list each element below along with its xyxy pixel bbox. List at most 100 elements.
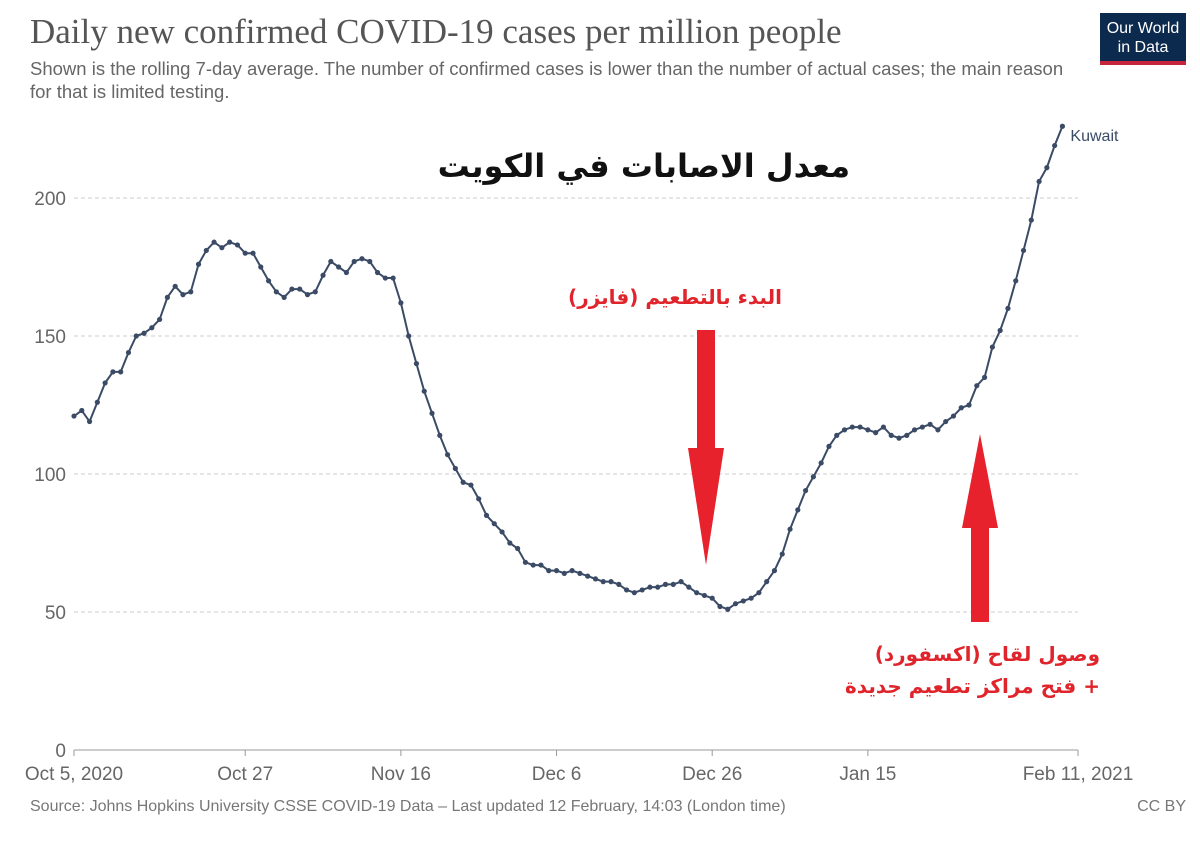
- data-point: [950, 413, 957, 419]
- data-point: [188, 289, 194, 295]
- data-point: [437, 432, 443, 438]
- data-point: [203, 247, 209, 254]
- data-point: [483, 512, 490, 519]
- data-point: [779, 551, 785, 557]
- data-point: [694, 590, 700, 596]
- data-point: [406, 333, 412, 339]
- y-tick-label: 50: [45, 603, 66, 624]
- data-point: [647, 584, 653, 590]
- data-point: [195, 261, 202, 267]
- data-point: [849, 424, 855, 430]
- data-point: [149, 325, 155, 331]
- data-point: [118, 369, 124, 375]
- data-point: [803, 487, 809, 494]
- data-point: [561, 570, 567, 576]
- data-point: [787, 526, 793, 532]
- data-point: [367, 258, 373, 265]
- data-point: [351, 258, 357, 265]
- data-point: [94, 399, 100, 405]
- y-tick-label: 100: [34, 465, 66, 486]
- data-point: [974, 383, 980, 389]
- data-point: [320, 272, 326, 278]
- data-point: [943, 418, 949, 425]
- data-point: [328, 258, 334, 265]
- y-tick-label: 0: [55, 741, 66, 762]
- x-tick-label: Oct 5, 2020: [25, 764, 123, 785]
- data-point: [336, 264, 342, 270]
- data-point: [421, 388, 427, 394]
- data-point: [133, 333, 139, 339]
- data-point: [888, 432, 894, 438]
- data-point: [857, 424, 863, 430]
- data-point: [460, 479, 466, 485]
- data-point: [382, 275, 388, 281]
- data-point: [997, 327, 1003, 334]
- data-point: [71, 413, 77, 419]
- owid-logo[interactable]: Our World in Data: [1100, 13, 1186, 65]
- x-tick-label: Dec 26: [682, 764, 742, 785]
- series-line: [73, 125, 1064, 611]
- data-point: [818, 460, 824, 466]
- data-point: [732, 601, 739, 607]
- data-point: [242, 250, 248, 256]
- x-tick-label: Oct 27: [217, 764, 273, 785]
- footer-license[interactable]: CC BY: [1137, 798, 1186, 815]
- data-point: [374, 269, 381, 276]
- data-point: [764, 579, 770, 585]
- data-point: [125, 349, 132, 356]
- data-point: [265, 278, 272, 284]
- annotation-oxford: وصول لقاح (اكسفورد) + فتح مراكز تطعيم جد…: [840, 638, 1100, 702]
- data-point: [1044, 165, 1050, 171]
- chart-subtitle: Shown is the rolling 7-day average. The …: [30, 58, 1064, 102]
- data-point: [172, 283, 178, 289]
- logo-line-1: Our World: [1106, 20, 1180, 37]
- annotation-oxford-line-1: وصول لقاح (اكسفورد): [874, 642, 1100, 666]
- data-point: [499, 529, 505, 535]
- data-point: [701, 592, 708, 599]
- data-point: [297, 286, 303, 292]
- data-point: [522, 559, 529, 565]
- data-point: [211, 239, 217, 245]
- data-point: [491, 521, 497, 527]
- data-point: [740, 598, 746, 604]
- data-point: [429, 410, 435, 416]
- data-point: [678, 579, 684, 585]
- data-point: [1020, 247, 1027, 254]
- data-point: [717, 603, 723, 610]
- data-point: [771, 568, 778, 574]
- data-point: [452, 465, 458, 472]
- data-point: [1059, 123, 1066, 129]
- data-point: [880, 424, 887, 430]
- data-point: [281, 294, 287, 300]
- x-tick-label: Dec 6: [532, 764, 582, 785]
- data-point: [227, 239, 233, 245]
- data-point: [982, 374, 988, 380]
- data-point: [250, 250, 256, 256]
- data-point: [748, 595, 754, 601]
- annotation-pfizer: البدء بالتطعيم (فايزر): [568, 285, 782, 309]
- series-kuwait: [71, 123, 1066, 612]
- annotation-oxford-line-2: + فتح مراكز تطعيم جديدة: [845, 674, 1100, 698]
- data-point: [343, 269, 349, 276]
- data-point: [577, 570, 583, 576]
- data-point: [592, 576, 599, 582]
- data-point: [865, 427, 871, 433]
- data-point: [616, 581, 622, 588]
- data-point: [289, 286, 295, 292]
- x-tick-label: Nov 16: [371, 764, 431, 785]
- data-point: [795, 507, 801, 513]
- data-point: [919, 424, 925, 430]
- data-point: [1013, 278, 1019, 284]
- data-point: [1028, 217, 1034, 223]
- data-point: [1036, 178, 1042, 185]
- data-point: [530, 562, 536, 568]
- grid-lines: [74, 197, 1078, 613]
- data-point: [1052, 142, 1058, 149]
- data-point: [180, 292, 186, 298]
- data-point: [258, 264, 264, 270]
- data-point: [686, 584, 692, 590]
- pfizer-arrow-down: [688, 330, 724, 565]
- data-point: [219, 245, 225, 251]
- chart-title: Daily new confirmed COVID-19 cases per m…: [30, 12, 842, 51]
